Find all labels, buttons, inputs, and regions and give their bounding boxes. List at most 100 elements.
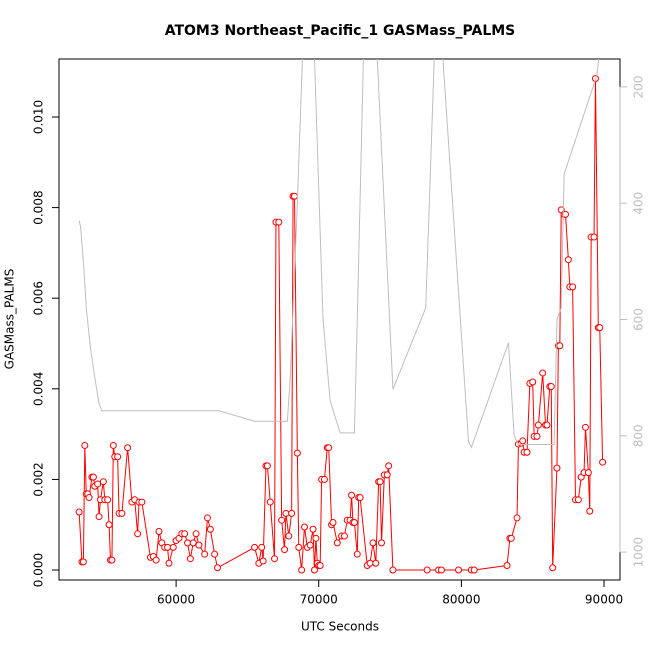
- data-point: [574, 496, 582, 504]
- data-point: [569, 283, 577, 291]
- y2-tick-label: 400: [632, 192, 646, 215]
- data-point: [556, 342, 564, 350]
- data-point: [312, 534, 320, 542]
- data-point: [288, 509, 296, 517]
- x-tick-label: 80000: [442, 593, 480, 607]
- data-point: [152, 556, 160, 564]
- data-point: [118, 509, 126, 517]
- x-axis-label: UTC Seconds: [301, 620, 379, 634]
- series-line: [78, 78, 604, 571]
- y-tick-label: 0.002: [32, 462, 46, 496]
- y-tick-label: 0.006: [32, 281, 46, 315]
- data-point: [564, 256, 572, 264]
- data-point: [329, 518, 337, 526]
- x-tick-label: 60000: [157, 593, 195, 607]
- data-point: [85, 494, 93, 502]
- data-point: [503, 562, 511, 570]
- data-point: [109, 441, 117, 449]
- data-point: [134, 530, 142, 538]
- data-point: [251, 543, 259, 551]
- data-point: [596, 324, 604, 332]
- plot-area: [75, 59, 607, 574]
- data-point: [389, 566, 397, 574]
- data-point: [79, 558, 87, 566]
- data-point: [523, 448, 531, 456]
- data-point: [519, 437, 527, 445]
- data-point: [138, 498, 146, 506]
- data-point: [383, 471, 391, 479]
- data-point: [285, 532, 293, 540]
- data-point: [539, 369, 547, 377]
- chart-title: ATOM3 Northeast_Pacific_1 GASMass_PALMS: [165, 23, 516, 39]
- data-point: [353, 550, 361, 558]
- series-line: [78, 59, 600, 449]
- data-point: [533, 432, 541, 440]
- data-point: [213, 564, 221, 572]
- data-point: [309, 525, 317, 533]
- data-point: [290, 192, 298, 200]
- data-point: [513, 514, 521, 522]
- data-point: [124, 444, 132, 452]
- data-point: [293, 449, 301, 457]
- data-point: [94, 480, 102, 488]
- data-point: [372, 559, 380, 567]
- data-point: [507, 534, 515, 542]
- data-point: [266, 498, 274, 506]
- data-point: [95, 513, 103, 521]
- y2-tick-label: 1000: [632, 537, 646, 568]
- data-point: [259, 557, 267, 565]
- data-point: [275, 218, 283, 226]
- data-point: [584, 469, 592, 477]
- data-point: [581, 423, 589, 431]
- data-point: [165, 559, 173, 567]
- data-point: [108, 556, 116, 564]
- y2-tick-label: 800: [632, 424, 646, 447]
- data-point: [340, 532, 348, 540]
- data-point: [437, 566, 445, 574]
- data-point: [562, 210, 570, 218]
- data-point: [169, 543, 177, 551]
- data-point: [300, 523, 308, 531]
- data-point: [316, 562, 324, 570]
- data-point: [203, 514, 211, 522]
- data-point: [325, 444, 333, 452]
- data-point: [348, 491, 356, 499]
- data-point: [333, 539, 341, 547]
- data-point: [164, 543, 172, 551]
- y-tick-label: 0.010: [32, 100, 46, 134]
- data-point: [356, 494, 364, 502]
- data-point: [181, 530, 189, 538]
- data-point: [547, 383, 555, 391]
- data-point: [366, 559, 374, 567]
- data-point: [155, 528, 163, 536]
- data-point: [282, 509, 290, 517]
- y-tick-label: 0.004: [32, 372, 46, 406]
- data-point: [378, 539, 386, 547]
- data-point: [553, 464, 561, 472]
- data-point: [281, 546, 289, 554]
- data-point: [271, 555, 279, 563]
- data-point: [189, 539, 197, 547]
- data-point: [586, 507, 594, 515]
- data-point: [455, 566, 463, 574]
- data-point: [211, 550, 219, 558]
- data-point: [263, 462, 271, 470]
- data-point: [192, 530, 200, 538]
- data-point: [114, 453, 122, 461]
- data-point: [81, 441, 89, 449]
- data-point: [385, 462, 393, 470]
- data-point: [99, 478, 107, 486]
- y-axis-label: GASMass_PALMS: [3, 269, 17, 370]
- data-point: [298, 566, 306, 574]
- y-tick-label: 0.000: [32, 553, 46, 587]
- data-point: [105, 521, 113, 529]
- data-point: [590, 233, 598, 241]
- data-point: [549, 564, 557, 572]
- data-point: [543, 421, 551, 429]
- data-point: [104, 496, 112, 504]
- data-point: [306, 541, 314, 549]
- data-point: [206, 525, 214, 533]
- data-point: [258, 543, 266, 551]
